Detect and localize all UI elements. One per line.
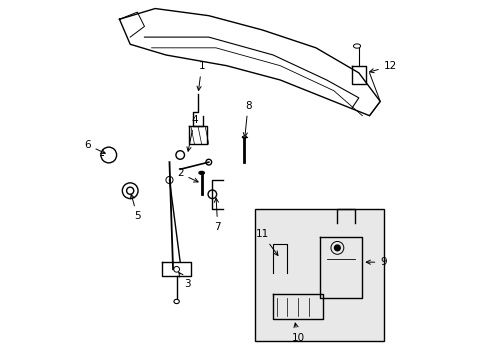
Text: 2: 2 bbox=[177, 168, 198, 182]
Text: 12: 12 bbox=[369, 61, 396, 73]
Text: 11: 11 bbox=[255, 229, 277, 256]
Text: 1: 1 bbox=[197, 61, 204, 90]
Text: 10: 10 bbox=[291, 323, 304, 343]
Text: 4: 4 bbox=[186, 115, 198, 151]
Circle shape bbox=[334, 245, 340, 251]
Text: 3: 3 bbox=[179, 273, 190, 289]
Text: 8: 8 bbox=[243, 100, 251, 137]
Ellipse shape bbox=[199, 171, 204, 174]
Text: 6: 6 bbox=[84, 140, 105, 153]
Text: 7: 7 bbox=[214, 198, 221, 232]
Ellipse shape bbox=[242, 136, 246, 138]
Bar bbox=[255, 208, 383, 341]
Text: 9: 9 bbox=[366, 257, 386, 267]
Text: 5: 5 bbox=[130, 194, 141, 221]
